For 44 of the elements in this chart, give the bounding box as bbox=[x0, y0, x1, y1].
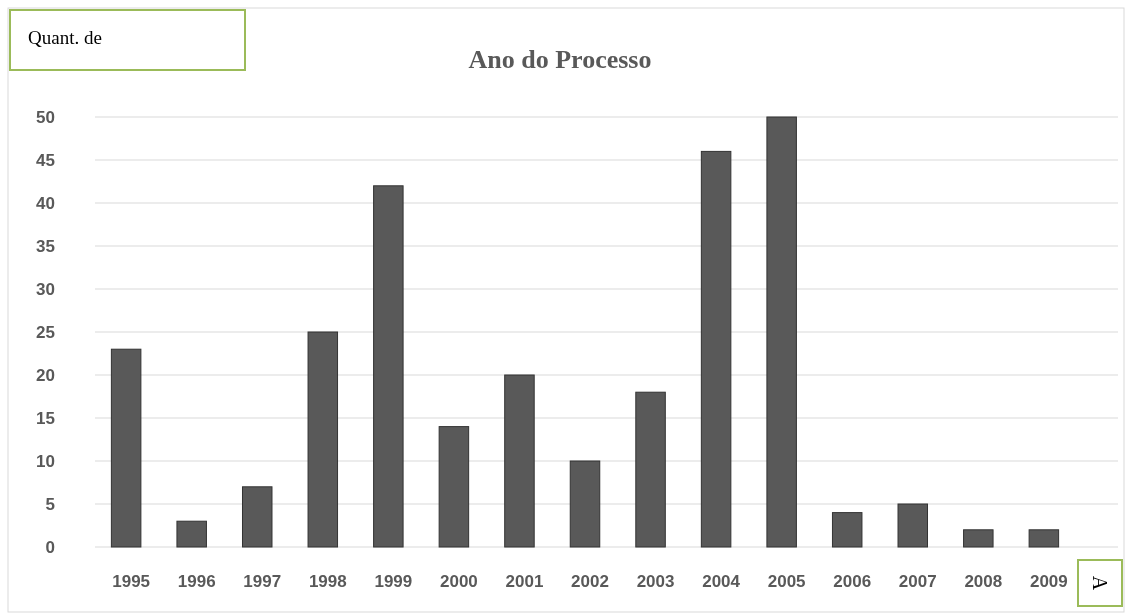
bar bbox=[831, 512, 863, 548]
x-tick-label: 2005 bbox=[767, 572, 806, 591]
x-tick-label: 1997 bbox=[243, 572, 282, 591]
x-tick-label: 2009 bbox=[1029, 572, 1068, 591]
bar bbox=[1028, 529, 1060, 548]
x-tick-label: 2008 bbox=[964, 572, 1003, 591]
y-axis-title: Quant. de bbox=[28, 27, 102, 48]
y-tick-label: 45 bbox=[36, 150, 55, 170]
x-tick-label: 2003 bbox=[636, 572, 675, 591]
x-tick-label: 1995 bbox=[112, 572, 151, 591]
bar bbox=[504, 374, 535, 548]
bar bbox=[176, 520, 207, 548]
bar bbox=[963, 529, 994, 548]
x-tick-label: 1996 bbox=[177, 572, 216, 591]
bar bbox=[438, 426, 470, 548]
bar bbox=[897, 503, 929, 548]
y-tick-label: 50 bbox=[36, 107, 55, 127]
x-tick-label: 2000 bbox=[439, 572, 478, 591]
x-tick-label: 2001 bbox=[505, 572, 544, 591]
x-tick-label: 2004 bbox=[702, 572, 741, 591]
bar bbox=[766, 116, 797, 548]
x-tick-label: 1998 bbox=[308, 572, 347, 591]
y-tick-label: 30 bbox=[36, 279, 55, 299]
bar bbox=[110, 348, 142, 548]
bar bbox=[307, 331, 339, 548]
y-tick-label: 25 bbox=[36, 322, 55, 342]
y-tick-label: 15 bbox=[36, 408, 55, 428]
y-tick-label: 5 bbox=[45, 494, 55, 514]
bar bbox=[700, 150, 732, 548]
y-tick-label: 0 bbox=[45, 537, 55, 557]
x-tick-label: 2006 bbox=[833, 572, 872, 591]
chart-title: Ano do Processo bbox=[468, 45, 652, 74]
y-tick-label: 20 bbox=[36, 365, 55, 385]
x-tick-label: 1999 bbox=[374, 572, 413, 591]
y-tick-label: 10 bbox=[36, 451, 55, 471]
y-tick-label: 40 bbox=[36, 193, 55, 213]
bar bbox=[373, 185, 404, 548]
bar bbox=[569, 460, 601, 548]
bar bbox=[241, 486, 273, 548]
text: A bbox=[1089, 575, 1111, 591]
x-tick-label: 2002 bbox=[571, 572, 609, 591]
y-tick-label: 35 bbox=[36, 236, 55, 256]
x-tick-label: 2007 bbox=[898, 572, 937, 591]
bar bbox=[635, 391, 666, 548]
